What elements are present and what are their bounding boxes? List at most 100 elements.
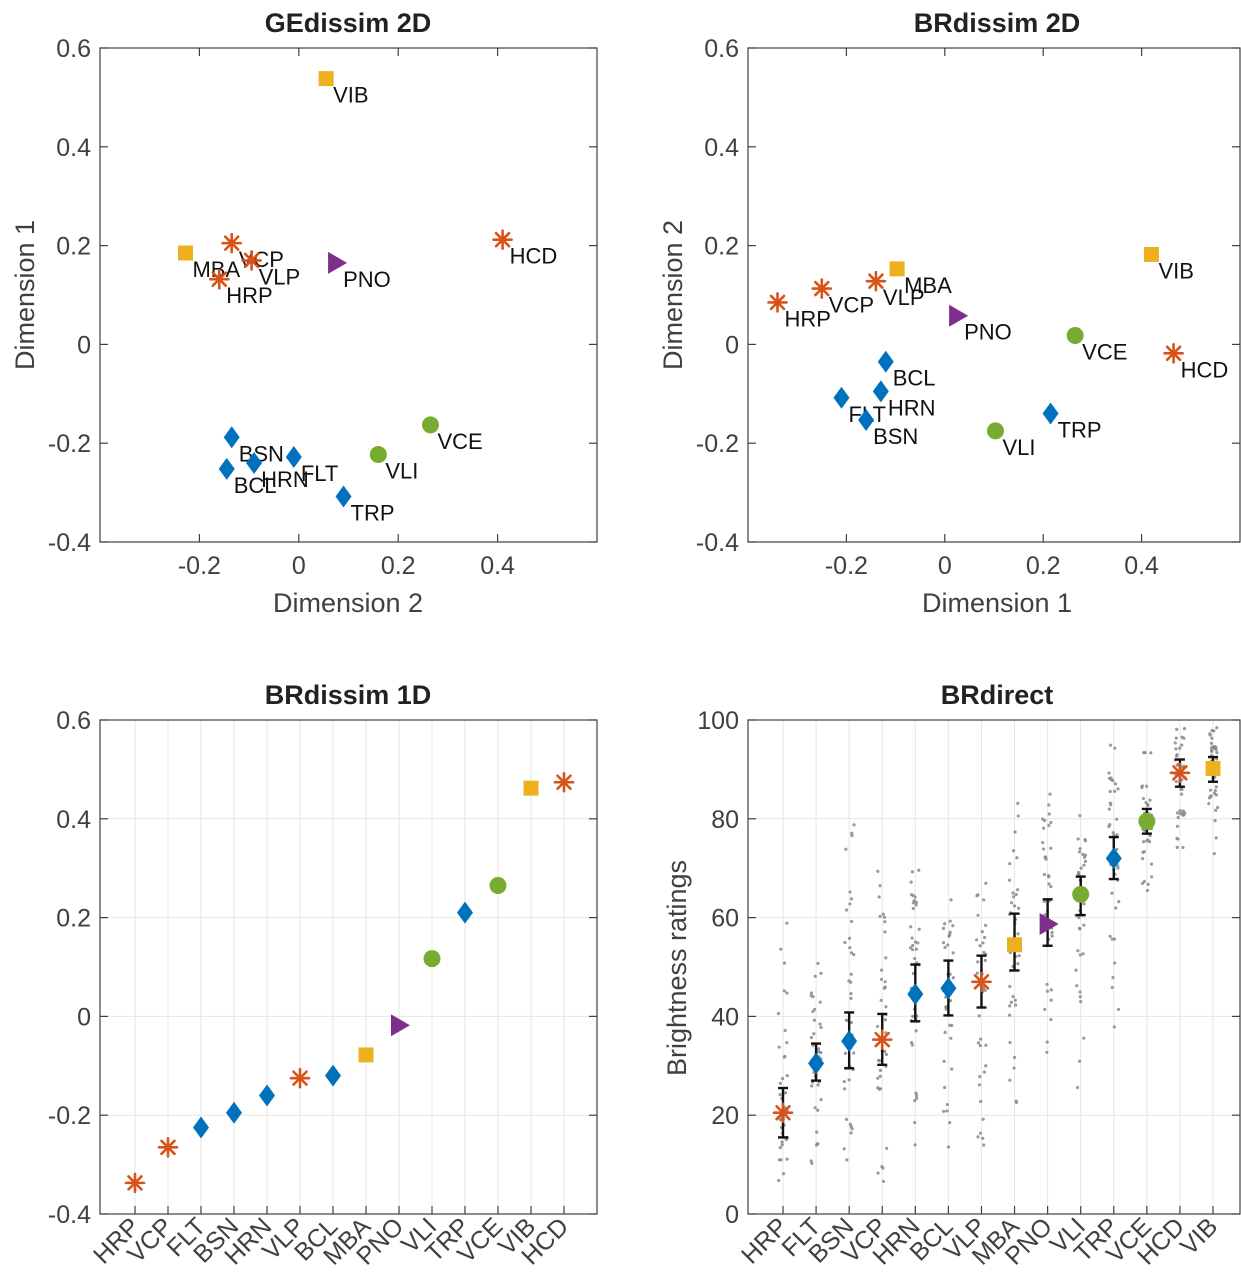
rating-dot: [1012, 1066, 1016, 1070]
rating-dots: [1173, 726, 1187, 850]
rating-dot: [785, 1157, 789, 1161]
rating-dot: [881, 1179, 886, 1184]
rating-dot: [1175, 811, 1180, 815]
y-tick-label: -0.4: [48, 529, 91, 557]
rating-dot: [1145, 888, 1150, 893]
rating-dot: [1011, 849, 1016, 853]
x-tick-label: 0.2: [1026, 552, 1061, 580]
y-tick-label: -0.2: [48, 1102, 91, 1130]
rating-dot: [847, 936, 852, 940]
rating-dot: [1012, 904, 1017, 908]
x-tick-label: 0.2: [381, 552, 416, 580]
square-marker: [1205, 760, 1221, 776]
rating-dot: [984, 923, 988, 927]
rating-dot: [1041, 817, 1045, 821]
y-axis-label: Brightness ratings: [662, 860, 692, 1076]
star-marker: [971, 971, 992, 993]
x-tick-label: 0.4: [480, 552, 515, 580]
rating-dot: [1112, 1025, 1116, 1029]
rating-dot: [917, 868, 921, 872]
rating-dot: [883, 980, 887, 984]
rating-dot: [1146, 838, 1150, 842]
rating-dot: [850, 831, 854, 835]
circle-marker: [369, 446, 387, 464]
rating-dot: [911, 943, 915, 948]
y-tick-label: 100: [697, 707, 739, 735]
rating-dot: [1113, 789, 1117, 793]
rating-dot: [783, 1091, 788, 1095]
rating-dot: [1008, 1078, 1012, 1082]
point-label: HRN: [261, 467, 309, 492]
rating-dot: [1108, 801, 1112, 805]
diamond-marker: [907, 983, 924, 1006]
rating-dot: [974, 938, 979, 942]
rating-dot: [849, 897, 854, 901]
rating-dot: [816, 1108, 820, 1112]
point-label: VCP: [829, 293, 874, 318]
rating-dot: [1208, 788, 1213, 792]
rating-dot: [914, 1029, 918, 1033]
y-tick-label: 0: [77, 1003, 91, 1031]
rating-dot: [977, 1083, 982, 1087]
star-marker: [289, 1067, 311, 1089]
rating-dot: [815, 1142, 819, 1146]
rating-dot: [976, 1135, 980, 1139]
rating-dot: [1045, 989, 1049, 993]
rating-dot: [780, 1076, 785, 1081]
rating-dot: [1076, 949, 1080, 953]
rating-dot: [1210, 749, 1214, 753]
rating-dot: [809, 1159, 813, 1163]
square-marker: [1007, 937, 1023, 953]
x-axis-label: Dimension 1: [922, 588, 1072, 618]
rating-dot: [914, 903, 918, 907]
rating-dot: [778, 1146, 782, 1150]
y-tick-label: 60: [711, 905, 739, 933]
rating-dot: [909, 925, 913, 929]
rating-dot: [1043, 913, 1047, 917]
rating-dot: [1045, 1050, 1049, 1054]
rating-dot: [1016, 814, 1020, 818]
rating-dot: [1014, 892, 1018, 897]
rating-dot: [981, 1117, 985, 1121]
rating-dot: [1013, 830, 1017, 834]
y-tick-label: 0.4: [56, 806, 91, 834]
rating-dot: [1142, 751, 1146, 755]
point-label: TRP: [1058, 418, 1102, 443]
rating-dot: [877, 1059, 882, 1063]
y-tick-label: 20: [711, 1102, 739, 1130]
rating-dot: [883, 920, 887, 924]
rating-dot: [876, 1171, 880, 1175]
axes-box: [747, 719, 1241, 1215]
rating-dot: [876, 869, 880, 873]
point-label: VIB: [333, 83, 368, 108]
rating-dot: [818, 1000, 822, 1004]
rating-dot: [982, 898, 986, 902]
rating-dot: [1078, 1059, 1082, 1063]
rating-dot: [1141, 840, 1146, 844]
square-marker: [177, 245, 193, 261]
diamond-marker: [259, 1084, 275, 1107]
rating-dot: [913, 1143, 917, 1147]
rating-dot: [817, 1050, 821, 1054]
rating-dot: [848, 1122, 852, 1126]
point-label: BCL: [234, 473, 277, 498]
rating-dot: [949, 1036, 953, 1040]
rating-dot: [1083, 838, 1087, 842]
diamond-marker: [246, 451, 263, 474]
rating-dot: [1045, 1040, 1049, 1044]
rating-dot: [1117, 900, 1121, 904]
rating-dot: [1048, 792, 1052, 796]
rating-dot: [1173, 741, 1177, 745]
rating-dot: [782, 961, 787, 965]
rating-dot: [819, 1098, 823, 1102]
rating-dot: [844, 1018, 848, 1022]
rating-dot: [1044, 857, 1048, 861]
x-tick-label: 0: [292, 552, 306, 580]
diamond-marker: [325, 1064, 341, 1087]
y-tick-label: 40: [711, 1003, 739, 1031]
chart-title: BRdissim 2D: [914, 8, 1081, 38]
rating-dot: [1175, 845, 1179, 849]
rating-dot: [1144, 801, 1148, 805]
rating-dot: [815, 1130, 819, 1134]
rating-dot: [1078, 847, 1082, 851]
